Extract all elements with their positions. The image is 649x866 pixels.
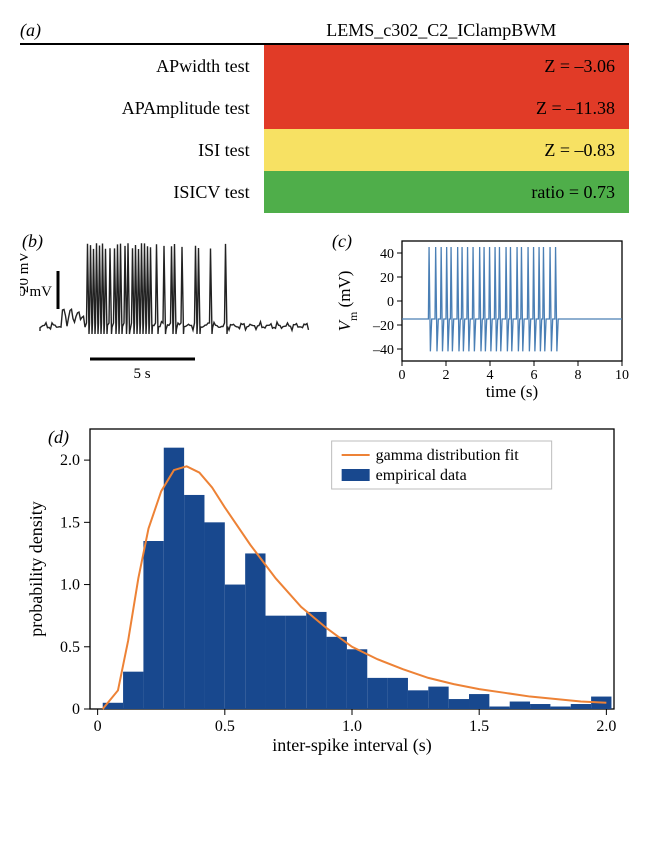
panel-b: (b) 20 mV20 mV5 s [20, 231, 320, 401]
svg-text:1.5: 1.5 [60, 514, 80, 531]
test-label: APAmplitude test [20, 87, 264, 129]
panel-b-label: (b) [22, 231, 43, 252]
svg-text:1.0: 1.0 [342, 718, 362, 735]
svg-text:0.5: 0.5 [215, 718, 235, 735]
panel-b-trace: 20 mV20 mV5 s [20, 231, 320, 386]
svg-text:probability density: probability density [26, 501, 46, 636]
test-value: Z = –11.38 [264, 87, 629, 129]
test-row-0: APwidth testZ = –3.06 [20, 45, 629, 87]
svg-text:4: 4 [487, 368, 494, 383]
panel-c-chart: 0 2 4 6 8 10 –40 –20 0 20 40 time (s) Vm (mV) [330, 231, 630, 401]
svg-text:empirical data: empirical data [376, 467, 467, 484]
svg-text:–40: –40 [372, 343, 394, 358]
panel-c: (c) 0 2 4 6 8 10 –40 –20 0 20 40 time (s) Vm (mV) [330, 231, 630, 401]
svg-text:2.0: 2.0 [596, 718, 616, 735]
svg-text:20: 20 [380, 271, 394, 286]
svg-text:0.5: 0.5 [60, 639, 80, 656]
svg-text:Vm (mV): Vm (mV) [335, 271, 360, 332]
panel-d-chart: 0 0.5 1.0 1.5 2.0 0 0.5 1.0 1.5 2.0 inter-spike in… [20, 417, 629, 757]
svg-text:inter-spike interval (s): inter-spike interval (s) [272, 735, 432, 756]
svg-text:0: 0 [399, 368, 406, 383]
test-row-3: ISICV testratio = 0.73 [20, 171, 629, 213]
panel-a-label: (a) [20, 20, 41, 40]
test-row-1: APAmplitude testZ = –11.38 [20, 87, 629, 129]
svg-text:0: 0 [72, 701, 80, 718]
svg-text:10: 10 [615, 368, 629, 383]
svg-text:6: 6 [531, 368, 538, 383]
svg-text:20 mV: 20 mV [20, 284, 52, 300]
svg-text:40: 40 [380, 247, 394, 262]
test-row-2: ISI testZ = –0.83 [20, 129, 629, 171]
svg-text:0: 0 [387, 295, 394, 310]
test-value: Z = –3.06 [264, 45, 629, 87]
test-value: Z = –0.83 [264, 129, 629, 171]
test-label: APwidth test [20, 45, 264, 87]
svg-text:5 s: 5 s [133, 366, 150, 382]
svg-text:gamma distribution fit: gamma distribution fit [376, 447, 520, 464]
svg-text:8: 8 [575, 368, 582, 383]
table-header-row: (a) LEMS_c302_C2_IClampBWM [20, 20, 629, 45]
test-value: ratio = 0.73 [264, 171, 629, 213]
svg-text:0: 0 [94, 718, 102, 735]
svg-text:1.5: 1.5 [469, 718, 489, 735]
table-header-title: LEMS_c302_C2_IClampBWM [264, 20, 629, 41]
svg-text:time (s): time (s) [486, 382, 538, 401]
svg-text:(d): (d) [48, 427, 69, 448]
test-label: ISI test [20, 129, 264, 171]
svg-text:1.0: 1.0 [60, 577, 80, 594]
panel-c-label: (c) [332, 231, 352, 252]
test-label: ISICV test [20, 171, 264, 213]
svg-text:2: 2 [443, 368, 450, 383]
svg-text:2.0: 2.0 [60, 452, 80, 469]
svg-text:–20: –20 [372, 319, 394, 334]
panel-a-table: (a) LEMS_c302_C2_IClampBWM APwidth testZ… [20, 20, 629, 213]
panel-d: 0 0.5 1.0 1.5 2.0 0 0.5 1.0 1.5 2.0 inter-spike in… [20, 417, 629, 757]
